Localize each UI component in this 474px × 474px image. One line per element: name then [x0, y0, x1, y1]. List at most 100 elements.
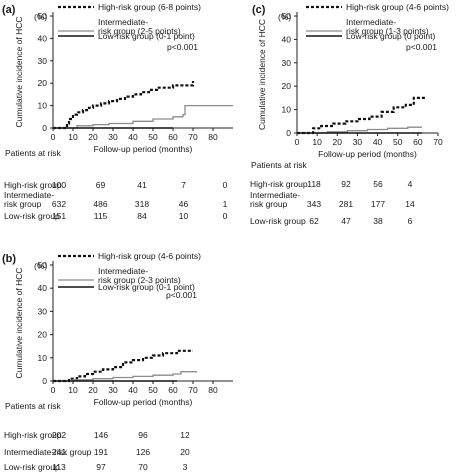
panel-3-y-tick-label: 20: [282, 81, 292, 91]
panel-3-at-risk-cell: 281: [339, 199, 353, 209]
panel-1-x-tick-label: 70: [188, 132, 198, 142]
panel-1-at-risk-cell: 7: [181, 180, 186, 190]
panel-2-label: (b): [2, 253, 16, 265]
panel-3-x-tick-label: 60: [413, 137, 423, 147]
panel-1-at-risk-cell: 1: [223, 199, 228, 209]
panel-1-at-risk-cell: 84: [137, 211, 147, 221]
panel-1-at-risk-cell: 0: [223, 211, 228, 221]
panel-2-legend-label-3: Low-risk group (0-1 point): [98, 282, 195, 292]
panel-2-at-risk-row-label: High-risk group: [4, 430, 62, 440]
panel-2-x-tick-label: 50: [148, 385, 158, 395]
panel-1-x-tick-label: 50: [148, 132, 158, 142]
panel-1-y-axis-title: Cumulative incidence of HCC: [14, 16, 24, 127]
panel-1-at-risk-row-label-cont: risk group: [4, 199, 42, 209]
panel-1-y-tick-label: 0: [42, 123, 47, 133]
panel-1-at-risk-cell: 115: [94, 211, 108, 221]
panel-2-series-1-line: [53, 349, 193, 383]
panel-3-x-tick-label: 0: [295, 137, 300, 147]
panel-2-y-tick-label: 50: [38, 260, 48, 270]
panel-1-x-tick-label: 0: [51, 132, 56, 142]
panel-2-x-tick-label: 80: [208, 385, 218, 395]
panel-3-p-value: p<0.001: [406, 42, 437, 52]
panel-3-y-tick-label: 40: [282, 34, 292, 44]
panel-1-at-risk-row-label: Low-risk group: [4, 211, 60, 221]
panel-3-at-risk-row-label: High-risk group: [250, 179, 308, 189]
panel-1-at-risk-cell: 41: [137, 180, 147, 190]
panel-2-at-risk-cell: 12: [180, 430, 190, 440]
panel-2-at-risk-cell: 146: [94, 430, 108, 440]
panel-3-at-risk-cell: 38: [373, 216, 383, 226]
panel-1-y-tick-label: 50: [38, 11, 48, 21]
panel-2-at-risk-cell: 126: [136, 447, 150, 457]
panel-1-x-tick-label: 20: [88, 132, 98, 142]
panel-3-at-risk-cell: 62: [309, 216, 319, 226]
panel-1-at-risk-header: Patients at risk: [5, 148, 61, 158]
panel-2-y-tick-label: 20: [38, 330, 48, 340]
panel-2-x-tick-label: 70: [188, 385, 198, 395]
panel-3-y-unit: (%): [278, 12, 291, 22]
panel-1-x-tick-label: 30: [108, 132, 118, 142]
panel-1-legend-label-2: Intermediate-: [98, 17, 148, 27]
panel-2-y-tick-label: 10: [38, 353, 48, 363]
panel-2-at-risk-row-label: Intermediate-risk group: [4, 447, 92, 457]
panel-2-at-risk-cell: 70: [138, 462, 148, 472]
panel-3-y-tick-label: 10: [282, 105, 292, 115]
panel-1-x-axis-title: Follow-up period (months): [94, 144, 193, 154]
panel-1-x-tick-label: 10: [68, 132, 78, 142]
panel-3-x-axis-title: Follow-up period (months): [318, 149, 417, 159]
panel-2-at-risk-cell: 96: [138, 430, 148, 440]
panel-1-at-risk-row-label: High-risk group: [4, 180, 62, 190]
panel-1-at-risk-cell: 318: [135, 199, 149, 209]
panel-1-x-tick-label: 80: [208, 132, 218, 142]
panel-2-p-value: p<0.001: [166, 290, 197, 300]
panel-2-x-tick-label: 30: [108, 385, 118, 395]
panel-1-series-1-line: [53, 81, 195, 130]
panel-2-x-tick-label: 60: [168, 385, 178, 395]
panel-1-at-risk-cell: 10: [179, 211, 189, 221]
panel-2-at-risk-header: Patients at risk: [5, 401, 61, 411]
panel-3-series-1-line: [297, 96, 426, 135]
panel-3-y-axis-title: Cumulative incidence of HCC: [257, 19, 267, 130]
panel-2-y-tick-label: 0: [42, 376, 47, 386]
panel-3-x-tick-label: 50: [393, 137, 403, 147]
panel-3-at-risk-row-label-cont: risk group: [250, 199, 288, 209]
panel-1-p-value: p<0.001: [167, 42, 198, 52]
panel-2-y-unit: (%): [34, 261, 47, 271]
panel-1-legend-label-2-cont: risk group (2-5 points): [98, 26, 181, 36]
panel-1-at-risk-cell: 0: [223, 180, 228, 190]
panel-3-x-tick-label: 40: [373, 137, 383, 147]
panel-3-label: (c): [252, 4, 266, 16]
panel-2-x-tick-label: 40: [128, 385, 138, 395]
panel-3-legend-label-2: Intermediate-: [346, 17, 396, 27]
panel-2-at-risk-cell: 20: [180, 447, 190, 457]
panel-1-legend-label-1: High-risk group (6-8 points): [98, 2, 201, 12]
panel-1-at-risk-cell: 69: [96, 180, 106, 190]
panel-3-at-risk-cell: 343: [307, 199, 321, 209]
panel-3-x-tick-label: 30: [353, 137, 363, 147]
panel-2-x-tick-label: 20: [88, 385, 98, 395]
panel-1-y-unit: (%): [34, 12, 47, 22]
panel-2-x-tick-label: 10: [68, 385, 78, 395]
panel-2-x-tick-label: 0: [51, 385, 56, 395]
panel-2-at-risk-cell: 241: [52, 447, 66, 457]
panel-2-series-2-line: [53, 371, 197, 382]
panel-3-x-tick-label: 20: [333, 137, 343, 147]
panel-2-at-risk-cell: 191: [94, 447, 108, 457]
panel-3-at-risk-cell: 47: [341, 216, 351, 226]
panel-1-at-risk-cell: 632: [52, 199, 66, 209]
panel-3-at-risk-cell: 14: [405, 199, 415, 209]
panel-1-y-tick-label: 10: [38, 101, 48, 111]
panel-1-x-tick-label: 60: [168, 132, 178, 142]
panel-2-at-risk-cell: 97: [96, 462, 106, 472]
panel-3-y-tick-label: 0: [286, 128, 291, 138]
panel-1-y-tick-label: 30: [38, 56, 48, 66]
panel-1-at-risk-cell: 100: [52, 180, 66, 190]
panel-3-at-risk-cell: 4: [408, 179, 413, 189]
panel-3-legend-label-1: High-risk group (4-6 points): [346, 2, 449, 12]
panel-2-legend-label-2: Intermediate-: [98, 266, 148, 276]
panel-1-y-tick-label: 20: [38, 78, 48, 88]
panel-1-at-risk-cell: 46: [179, 199, 189, 209]
panel-3-x-tick-label: 70: [433, 137, 443, 147]
panel-3-at-risk-cell: 6: [408, 216, 413, 226]
